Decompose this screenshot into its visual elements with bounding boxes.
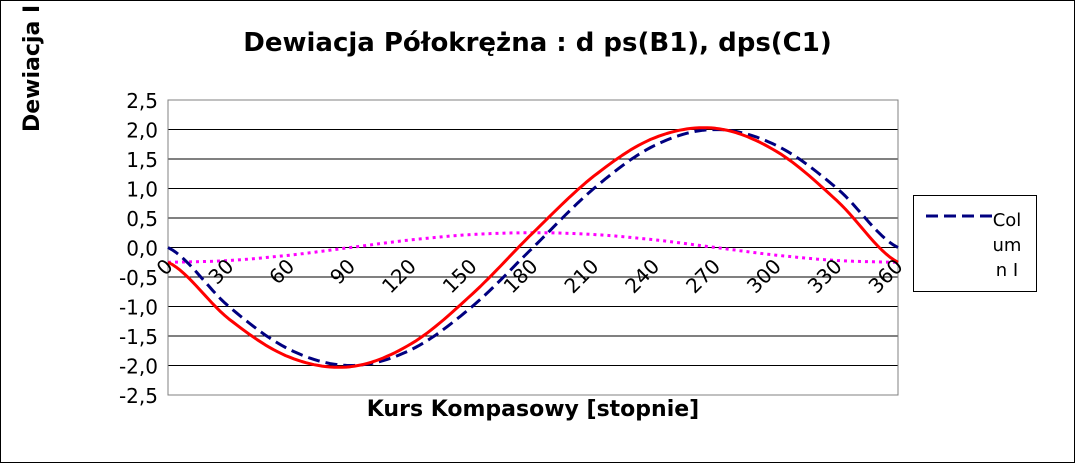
y-tick-label: 0,0 — [126, 237, 158, 261]
y-tick-label: 1,5 — [126, 148, 158, 172]
y-tick-label: -1,0 — [119, 296, 158, 320]
legend-swatch-column-i — [926, 214, 992, 218]
y-tick-label: 0,5 — [126, 207, 158, 231]
y-tick-label: 1,0 — [126, 178, 158, 202]
y-tick-label: -0,5 — [119, 266, 158, 290]
y-tick-label: 2,0 — [126, 119, 158, 143]
x-axis-label: Kurs Kompasowy [stopnie] — [366, 397, 700, 422]
legend-label-column-i: Column I — [992, 210, 1022, 281]
y-tick-label: 2,5 — [126, 89, 158, 113]
chart-title: Dewiacja Półokrężna : d ps(B1), dps(C1) — [243, 28, 832, 58]
legend: Column I — [913, 195, 1037, 292]
y-tick-label: -2,0 — [119, 355, 158, 379]
series-line-solid — [167, 126, 899, 369]
y-tick-label: -1,5 — [119, 325, 158, 349]
y-tick-label: -2,5 — [119, 384, 158, 408]
